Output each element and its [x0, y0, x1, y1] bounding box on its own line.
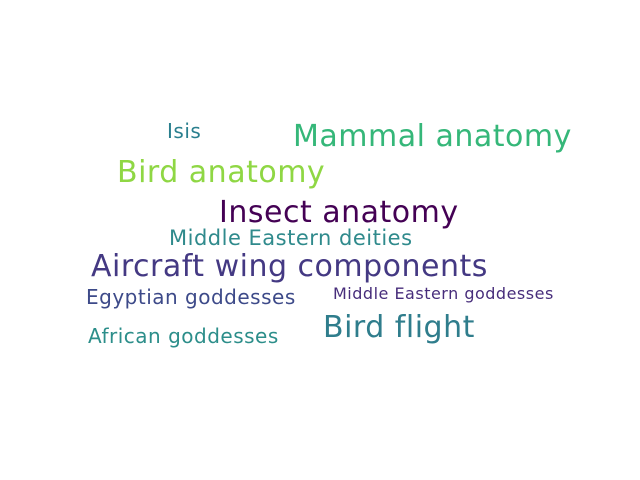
word-isis: Isis — [167, 119, 202, 143]
word-insect-anatomy: Insect anatomy — [219, 195, 459, 230]
word-middle-eastern-deities: Middle Eastern deities — [169, 226, 413, 250]
word-aircraft-wing-components: Aircraft wing components — [91, 249, 488, 284]
word-bird-anatomy: Bird anatomy — [117, 155, 326, 190]
word-african-goddesses: African goddesses — [88, 324, 279, 348]
word-bird-flight: Bird flight — [323, 310, 475, 345]
word-mammal-anatomy: Mammal anatomy — [293, 119, 572, 154]
word-middle-eastern-goddesses: Middle Eastern goddesses — [333, 284, 554, 303]
word-egyptian-goddesses: Egyptian goddesses — [86, 285, 296, 309]
